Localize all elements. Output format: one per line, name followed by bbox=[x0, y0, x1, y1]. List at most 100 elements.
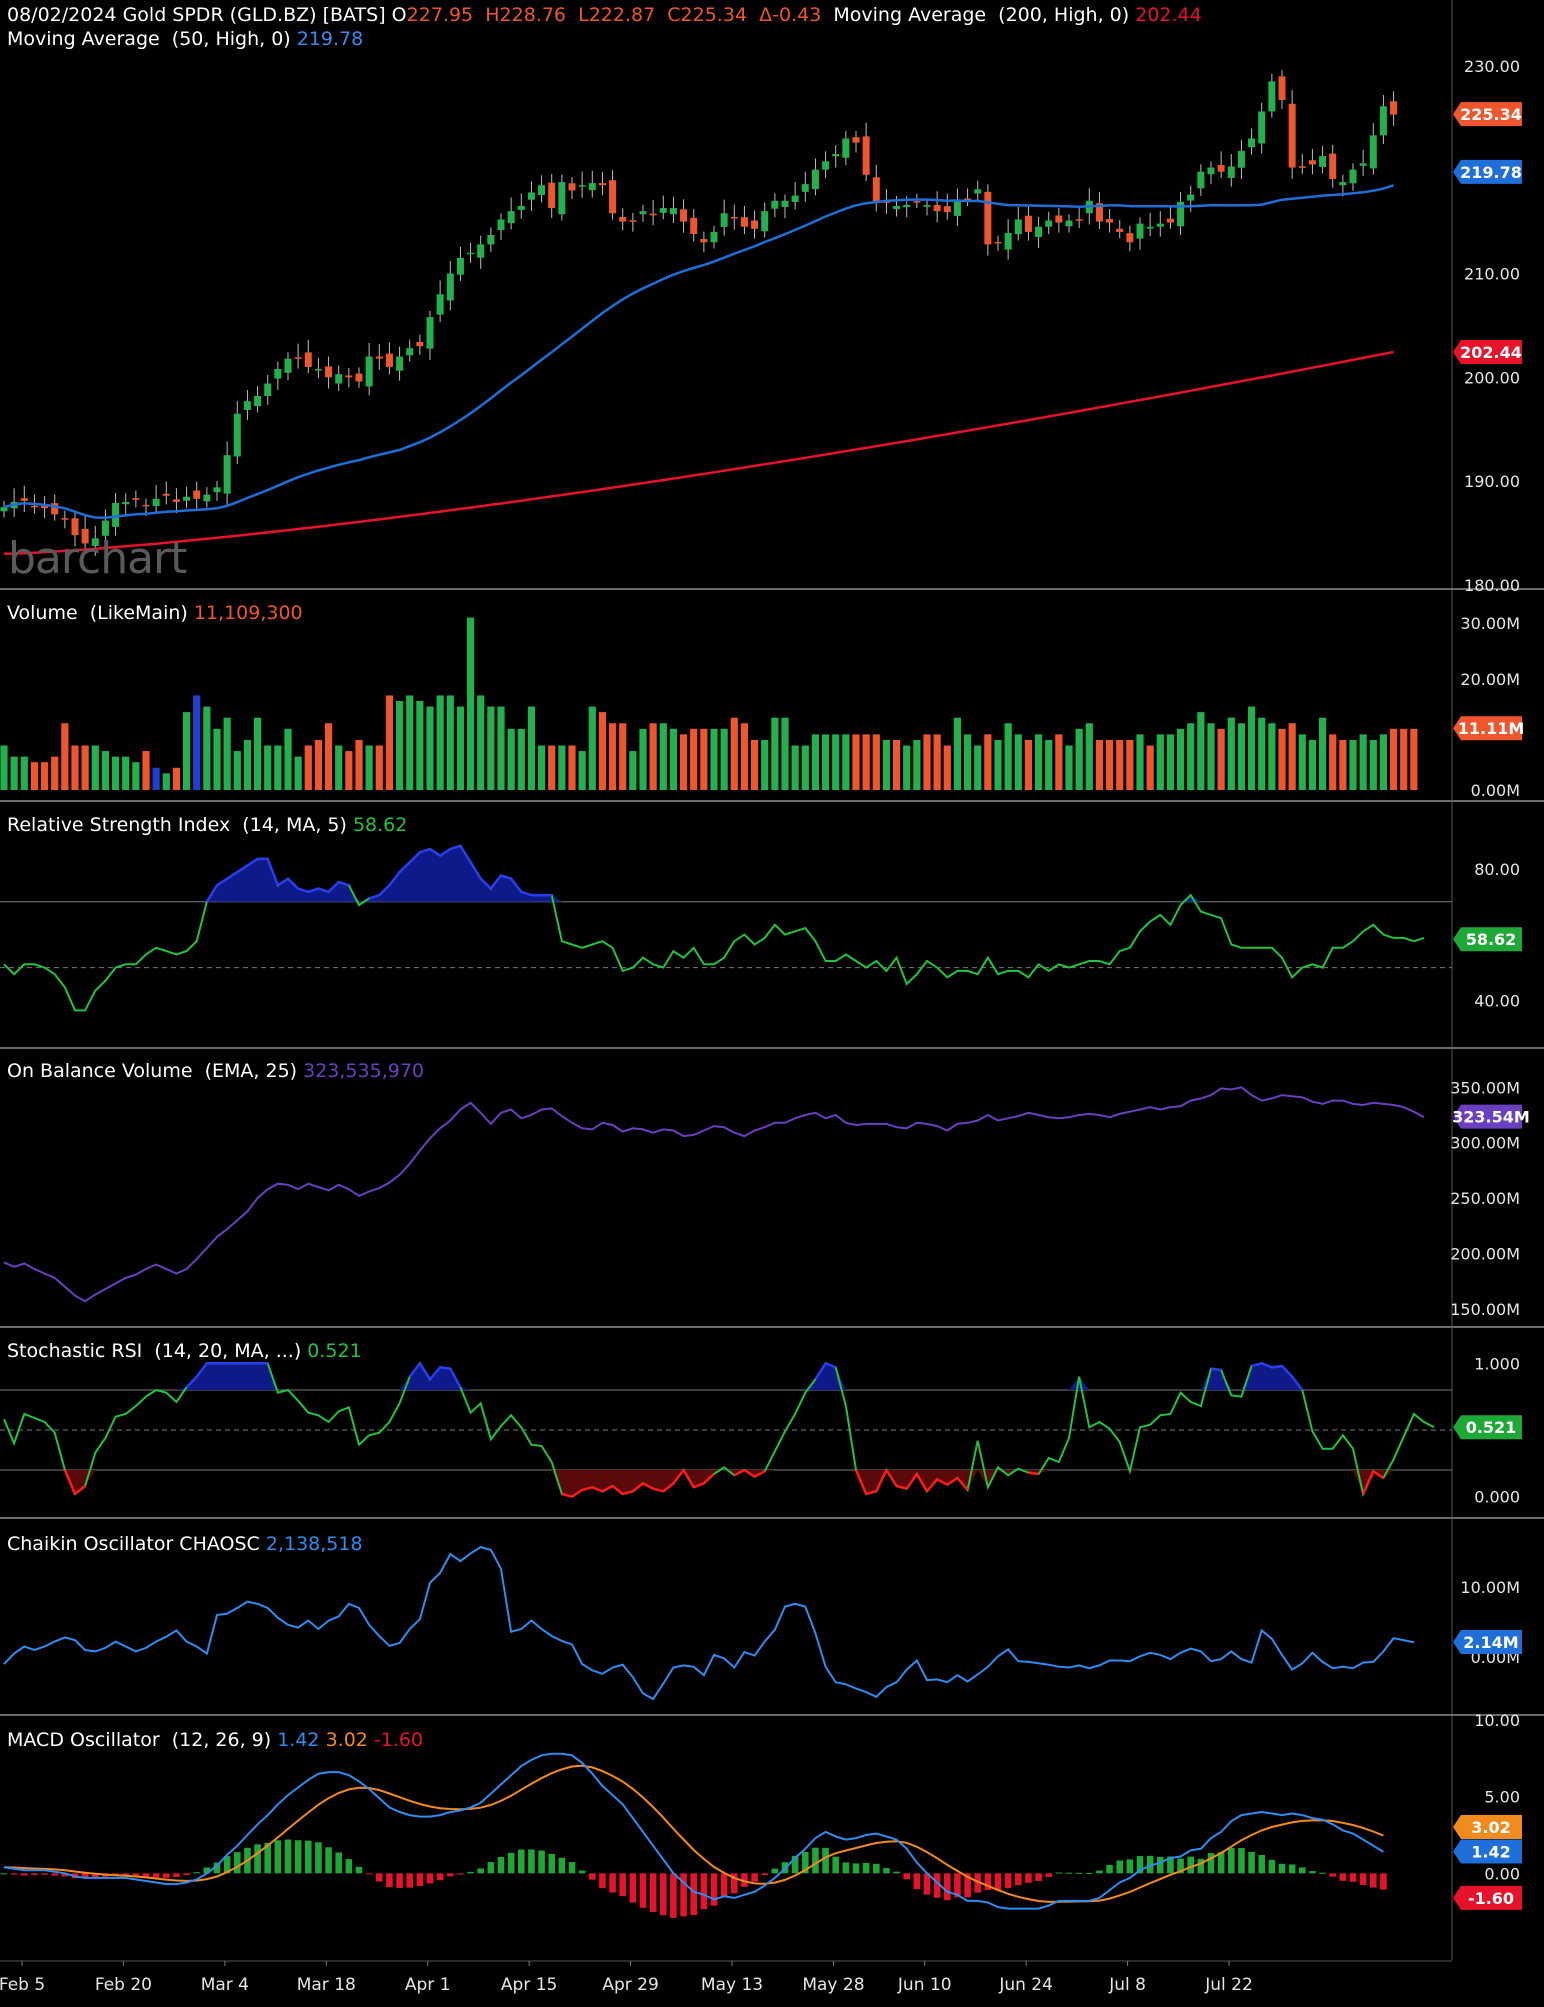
rsi-overbought-segment bbox=[520, 890, 532, 897]
macd-hist-bar bbox=[264, 1842, 272, 1874]
volume-bar bbox=[274, 745, 282, 790]
candle-body bbox=[740, 217, 748, 227]
macd-hist-bar bbox=[883, 1868, 890, 1874]
volume-bar bbox=[761, 739, 769, 790]
candle-body bbox=[1237, 150, 1245, 168]
volume-bar bbox=[507, 728, 515, 790]
stoch-zone-segment bbox=[915, 1473, 929, 1492]
candle-body bbox=[1187, 194, 1195, 201]
macd-hist-bar bbox=[1085, 1872, 1093, 1874]
candle-body bbox=[1329, 153, 1337, 179]
volume-bar bbox=[182, 712, 191, 790]
x-tick-label: May 28 bbox=[802, 1975, 864, 1995]
macd-hist-bar bbox=[639, 1873, 647, 1908]
volume-bar bbox=[406, 695, 414, 790]
x-tick-label: Apr 15 bbox=[501, 1975, 557, 1995]
volume-bar bbox=[1389, 728, 1398, 790]
candle-body bbox=[619, 216, 627, 222]
macd-hist-bar bbox=[1207, 1853, 1215, 1874]
close-value: 225.34 bbox=[680, 4, 748, 26]
rsi-overbought-fill bbox=[4, 845, 1424, 902]
volume-bar bbox=[608, 723, 617, 790]
candle-body bbox=[1288, 103, 1296, 168]
barchart-logo: barchart bbox=[8, 533, 187, 584]
volume-bar bbox=[558, 745, 566, 790]
macd-title: MACD Oscillator (12, 26, 9) bbox=[7, 1729, 272, 1751]
last-price-tag: 225.34 bbox=[1453, 102, 1522, 127]
candle-body bbox=[507, 211, 515, 224]
rsi-overbought-segment bbox=[327, 881, 340, 893]
rsi-overbought-segment bbox=[287, 877, 300, 890]
rsi-overbought-segment bbox=[510, 877, 523, 893]
ma200-label: Moving Average (200, High, 0) bbox=[833, 4, 1130, 26]
change-value: Δ-0.43 bbox=[759, 4, 822, 26]
macd-hist-bar bbox=[1035, 1873, 1042, 1881]
macd-hist-bar bbox=[629, 1873, 637, 1903]
macd-hist-bar bbox=[152, 1873, 160, 1878]
macd-hist-bar bbox=[1217, 1852, 1225, 1874]
candle-body bbox=[30, 505, 38, 508]
candle-body bbox=[578, 185, 586, 187]
volume-bar bbox=[0, 745, 8, 790]
macd-hist-bar bbox=[41, 1873, 48, 1875]
obv-tag-text: 323.54M bbox=[1452, 1108, 1530, 1127]
macd-hist-bar bbox=[233, 1852, 241, 1874]
volume-bar bbox=[193, 695, 201, 790]
signal-tag-bg bbox=[1453, 1815, 1522, 1840]
stoch-zone-segment bbox=[561, 1492, 573, 1498]
volume-bar bbox=[1359, 734, 1367, 790]
macd-hist-bar bbox=[1146, 1855, 1154, 1874]
macd-hist-bar bbox=[893, 1871, 900, 1874]
macd-hist-bar bbox=[122, 1873, 130, 1876]
volume-bar bbox=[152, 767, 160, 790]
macd-hist-bar bbox=[913, 1873, 921, 1890]
y-tick-label: 0.00M bbox=[1471, 781, 1520, 800]
candle-body bbox=[71, 518, 79, 536]
macd-hist-bar bbox=[1004, 1873, 1012, 1889]
x-tick-label: Apr 1 bbox=[405, 1975, 451, 1995]
candle-body bbox=[720, 213, 728, 227]
y-tick-label: 230.00 bbox=[1464, 57, 1520, 76]
hist-tag-text: -1.60 bbox=[1468, 1889, 1514, 1908]
macd-hist-bar bbox=[538, 1850, 545, 1874]
candle-body bbox=[142, 504, 150, 507]
candle-body bbox=[375, 356, 383, 359]
x-tick-label: Feb 5 bbox=[0, 1975, 45, 1995]
volume-bar bbox=[750, 739, 759, 790]
volume-bar bbox=[639, 728, 647, 790]
macd-hist-bar bbox=[943, 1873, 951, 1901]
rsi-title: Relative Strength Index (14, MA, 5) bbox=[7, 814, 347, 836]
x-tick-label: Mar 4 bbox=[201, 1975, 249, 1995]
low-value: 222.87 bbox=[588, 4, 656, 26]
rsi-overbought-segment bbox=[297, 887, 309, 894]
stoch-zone-segment bbox=[185, 1375, 198, 1389]
candle-body bbox=[558, 182, 566, 215]
candle-body bbox=[1024, 215, 1032, 232]
signal-tag-text: 3.02 bbox=[1471, 1818, 1510, 1837]
candle-body bbox=[243, 401, 251, 410]
high-label: H bbox=[485, 4, 500, 26]
macd-hist-bar bbox=[426, 1873, 434, 1884]
macd-hist-bar bbox=[61, 1873, 69, 1877]
candle-body bbox=[1146, 226, 1154, 229]
candle-body bbox=[994, 241, 1002, 244]
volume-bar bbox=[61, 723, 69, 790]
stoch-tag-text: 0.521 bbox=[1466, 1418, 1517, 1437]
volume-bar bbox=[111, 756, 120, 790]
last-price-tag-bg bbox=[1453, 102, 1522, 127]
candle-body bbox=[122, 501, 130, 505]
candle-body bbox=[872, 177, 880, 203]
macd-hist-bar bbox=[20, 1873, 28, 1876]
chaikin-tag-bg bbox=[1453, 1630, 1522, 1655]
candle-body bbox=[1166, 218, 1174, 223]
macd-hist-bar bbox=[771, 1868, 779, 1874]
volume-bar bbox=[253, 717, 262, 790]
volume-bar bbox=[791, 745, 799, 790]
stoch-zone-segment bbox=[946, 1476, 959, 1486]
obv-line bbox=[3, 1086, 1425, 1303]
stoch-zone-segment bbox=[956, 1477, 969, 1491]
open-value: 227.95 bbox=[406, 4, 474, 26]
volume-bar bbox=[81, 745, 89, 790]
candle-body bbox=[1095, 203, 1103, 222]
